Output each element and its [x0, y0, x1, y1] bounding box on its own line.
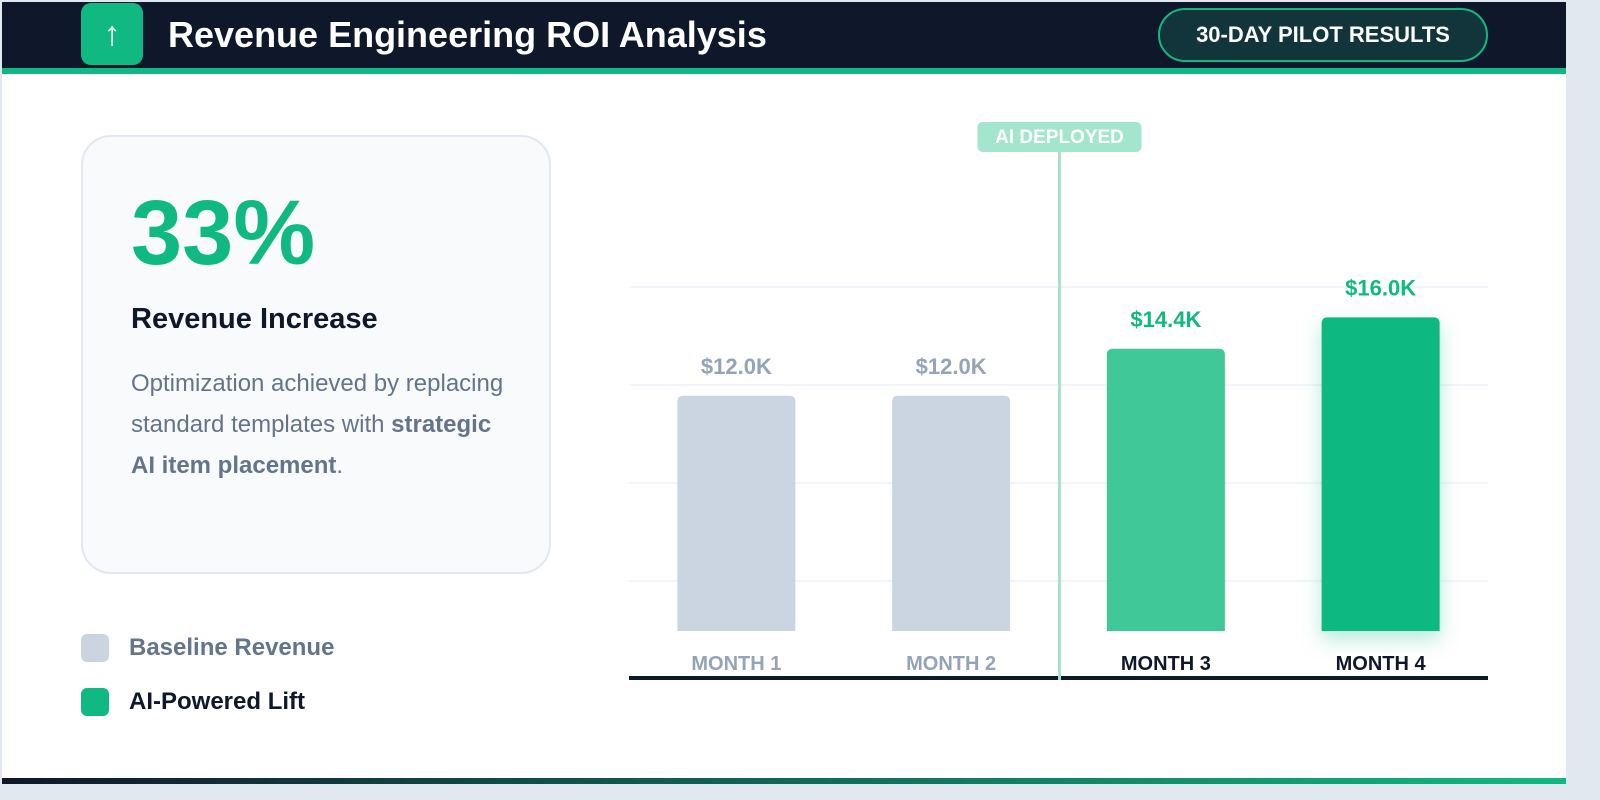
- data-label: $16.0K: [1345, 275, 1416, 300]
- ai-deployed-badge: [977, 122, 1142, 152]
- bar: [1106, 348, 1225, 631]
- legend-baseline: Baseline Revenue: [81, 634, 334, 662]
- bar: [677, 395, 796, 631]
- x-tick-label: MONTH 2: [906, 653, 996, 675]
- legend-swatch: [81, 688, 109, 716]
- legend-label: AI-Powered Lift: [129, 688, 306, 715]
- bar: [892, 395, 1011, 631]
- dashboard: ↑ Revenue Engineering ROI Analysis 30-DA…: [2, 2, 1566, 784]
- header: ↑ Revenue Engineering ROI Analysis 30-DA…: [2, 2, 1566, 74]
- data-label: $12.0K: [701, 354, 772, 379]
- page-title: Revenue Engineering ROI Analysis: [168, 14, 767, 55]
- ai-deployed-line: [1058, 150, 1061, 680]
- data-label: $14.4K: [1130, 307, 1201, 332]
- data-label: $12.0K: [916, 354, 987, 379]
- bar-chart: $12.0K MONTH 1 $12.0K MONTH 2 $14.4K MONTH 3 $…: [629, 122, 1488, 680]
- x-tick-label: MONTH 3: [1121, 653, 1211, 675]
- metric-label: Revenue Increase: [131, 303, 378, 335]
- legend-swatch: [81, 634, 109, 662]
- ai-deployed-label: AI DEPLOYED: [995, 127, 1124, 148]
- pilot-results-badge: 30-DAY PILOT RESULTS: [1158, 8, 1488, 62]
- bar: [1321, 317, 1440, 631]
- legend-label: Baseline Revenue: [129, 634, 335, 661]
- x-tick-label: MONTH 4: [1336, 653, 1427, 675]
- desc-end: .: [336, 452, 344, 479]
- bottom-accent-bar: [2, 778, 1566, 784]
- metric-description: Optimization achieved by replacing stand…: [131, 363, 511, 486]
- arrow-up-icon: ↑: [81, 3, 143, 65]
- legend-ai: AI-Powered Lift: [81, 688, 305, 716]
- desc-text: Optimization achieved by replacing stand…: [131, 370, 504, 438]
- x-tick-label: MONTH 1: [691, 653, 781, 675]
- metric-card: 33% Revenue Increase Optimization achiev…: [81, 135, 551, 574]
- desc-bold: strategic AI item placement: [131, 411, 492, 479]
- metric-value: 33%: [131, 182, 316, 284]
